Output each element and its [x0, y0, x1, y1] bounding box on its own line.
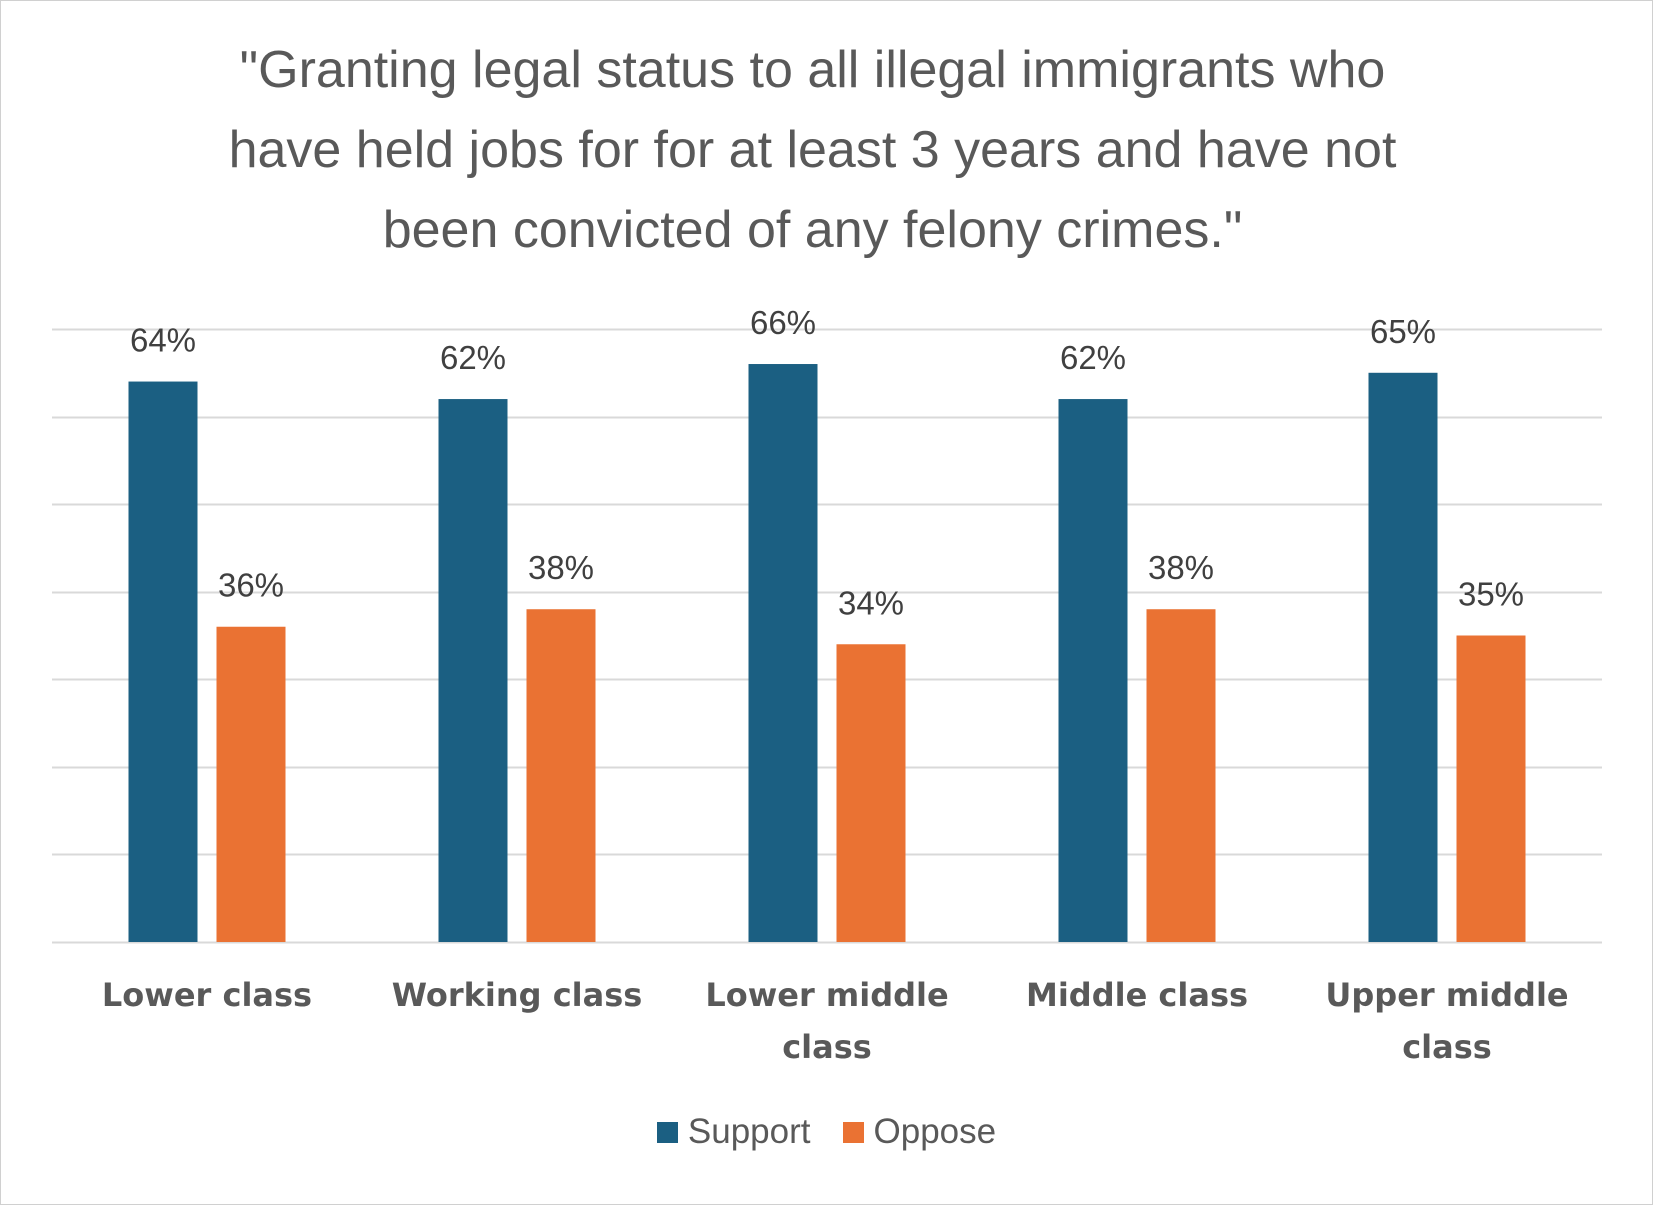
bar-support-4: [1368, 372, 1438, 942]
data-label-oppose-2: 34%: [838, 584, 904, 621]
bar-support-3: [1058, 399, 1128, 942]
legend-label-support: Support: [687, 1112, 811, 1151]
data-label-support-2: 66%: [750, 304, 816, 341]
data-label-support-1: 62%: [440, 339, 506, 376]
bar-support-2: [748, 364, 818, 942]
bar-oppose-3: [1146, 609, 1216, 942]
data-label-oppose-1: 38%: [528, 549, 594, 586]
legend-swatch-oppose: [842, 1121, 864, 1143]
category-label-4-line-1: class: [1402, 1028, 1492, 1066]
category-label-3-line-0: Middle class: [1026, 976, 1248, 1014]
bar-oppose-2: [836, 644, 906, 942]
data-label-oppose-3: 38%: [1148, 549, 1214, 586]
chart-title-line-3: been convicted of any felony crimes.": [382, 201, 1243, 259]
data-label-oppose-4: 35%: [1458, 576, 1524, 613]
legend-label-oppose: Oppose: [873, 1112, 997, 1151]
legend-item-oppose: Oppose: [842, 1112, 997, 1152]
chart-title: "Granting legal status to all illegal im…: [120, 30, 1505, 270]
bar-support-0: [128, 381, 198, 942]
chart-title-line-1: "Granting legal status to all illegal im…: [239, 41, 1386, 99]
data-label-support-4: 65%: [1370, 313, 1436, 350]
bar-support-1: [438, 399, 508, 942]
bar-oppose-4: [1456, 635, 1526, 942]
legend: Support Oppose: [0, 1112, 1653, 1152]
legend-item-support: Support: [656, 1112, 811, 1152]
chart-title-line-2: have held jobs for for at least 3 years …: [228, 121, 1397, 179]
legend-swatch-support: [656, 1121, 678, 1143]
category-label-0-line-0: Lower class: [102, 976, 312, 1014]
data-label-oppose-0: 36%: [218, 567, 284, 604]
bar-oppose-0: [216, 626, 286, 942]
category-label-2-line-0: Lower middle: [705, 976, 948, 1014]
bar-oppose-1: [526, 609, 596, 942]
category-label-1-line-0: Working class: [392, 976, 643, 1014]
data-label-support-3: 62%: [1060, 339, 1126, 376]
data-label-support-0: 64%: [130, 322, 196, 359]
category-label-2-line-1: class: [782, 1028, 872, 1066]
category-label-4-line-0: Upper middle: [1325, 976, 1568, 1014]
